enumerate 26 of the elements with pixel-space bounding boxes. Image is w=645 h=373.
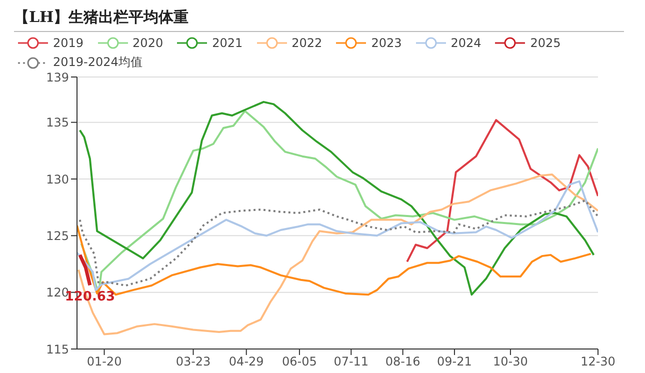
x-tick-label: 01-20	[86, 354, 122, 369]
legend-label: 2024	[450, 36, 482, 50]
x-tick-label: 12-30	[580, 354, 616, 369]
x-tick-label: 09-21	[437, 354, 472, 369]
y-tick-label: 135	[46, 116, 69, 130]
y-tick-label: 115	[46, 342, 69, 356]
x-tick-label: 06-05	[282, 354, 317, 369]
x-tick-label: 08-16	[385, 354, 420, 369]
line-series	[78, 200, 598, 287]
y-tick-label: 125	[46, 228, 69, 243]
legend-label: 2019-2024均值	[53, 54, 142, 71]
legend-label: 2021	[212, 36, 243, 50]
x-tick-label: 10-30	[493, 354, 528, 369]
legend-label: 2023	[371, 36, 402, 50]
legend-label: 2019	[53, 36, 84, 50]
legend-label: 2020	[132, 36, 164, 50]
legend-label: 2025	[530, 36, 561, 50]
legend-label: 2022	[292, 36, 322, 50]
y-tick-label: 139	[46, 70, 69, 84]
line-series	[77, 180, 598, 292]
x-tick-label: 04-29	[228, 354, 264, 369]
y-tick-label: 130	[46, 172, 69, 186]
line-series	[406, 119, 598, 263]
chart-title: 【LH】生猪出栏平均体重	[14, 8, 624, 32]
x-tick-label: 03-23	[176, 354, 211, 369]
x-tick-label: 07-11	[334, 354, 369, 369]
